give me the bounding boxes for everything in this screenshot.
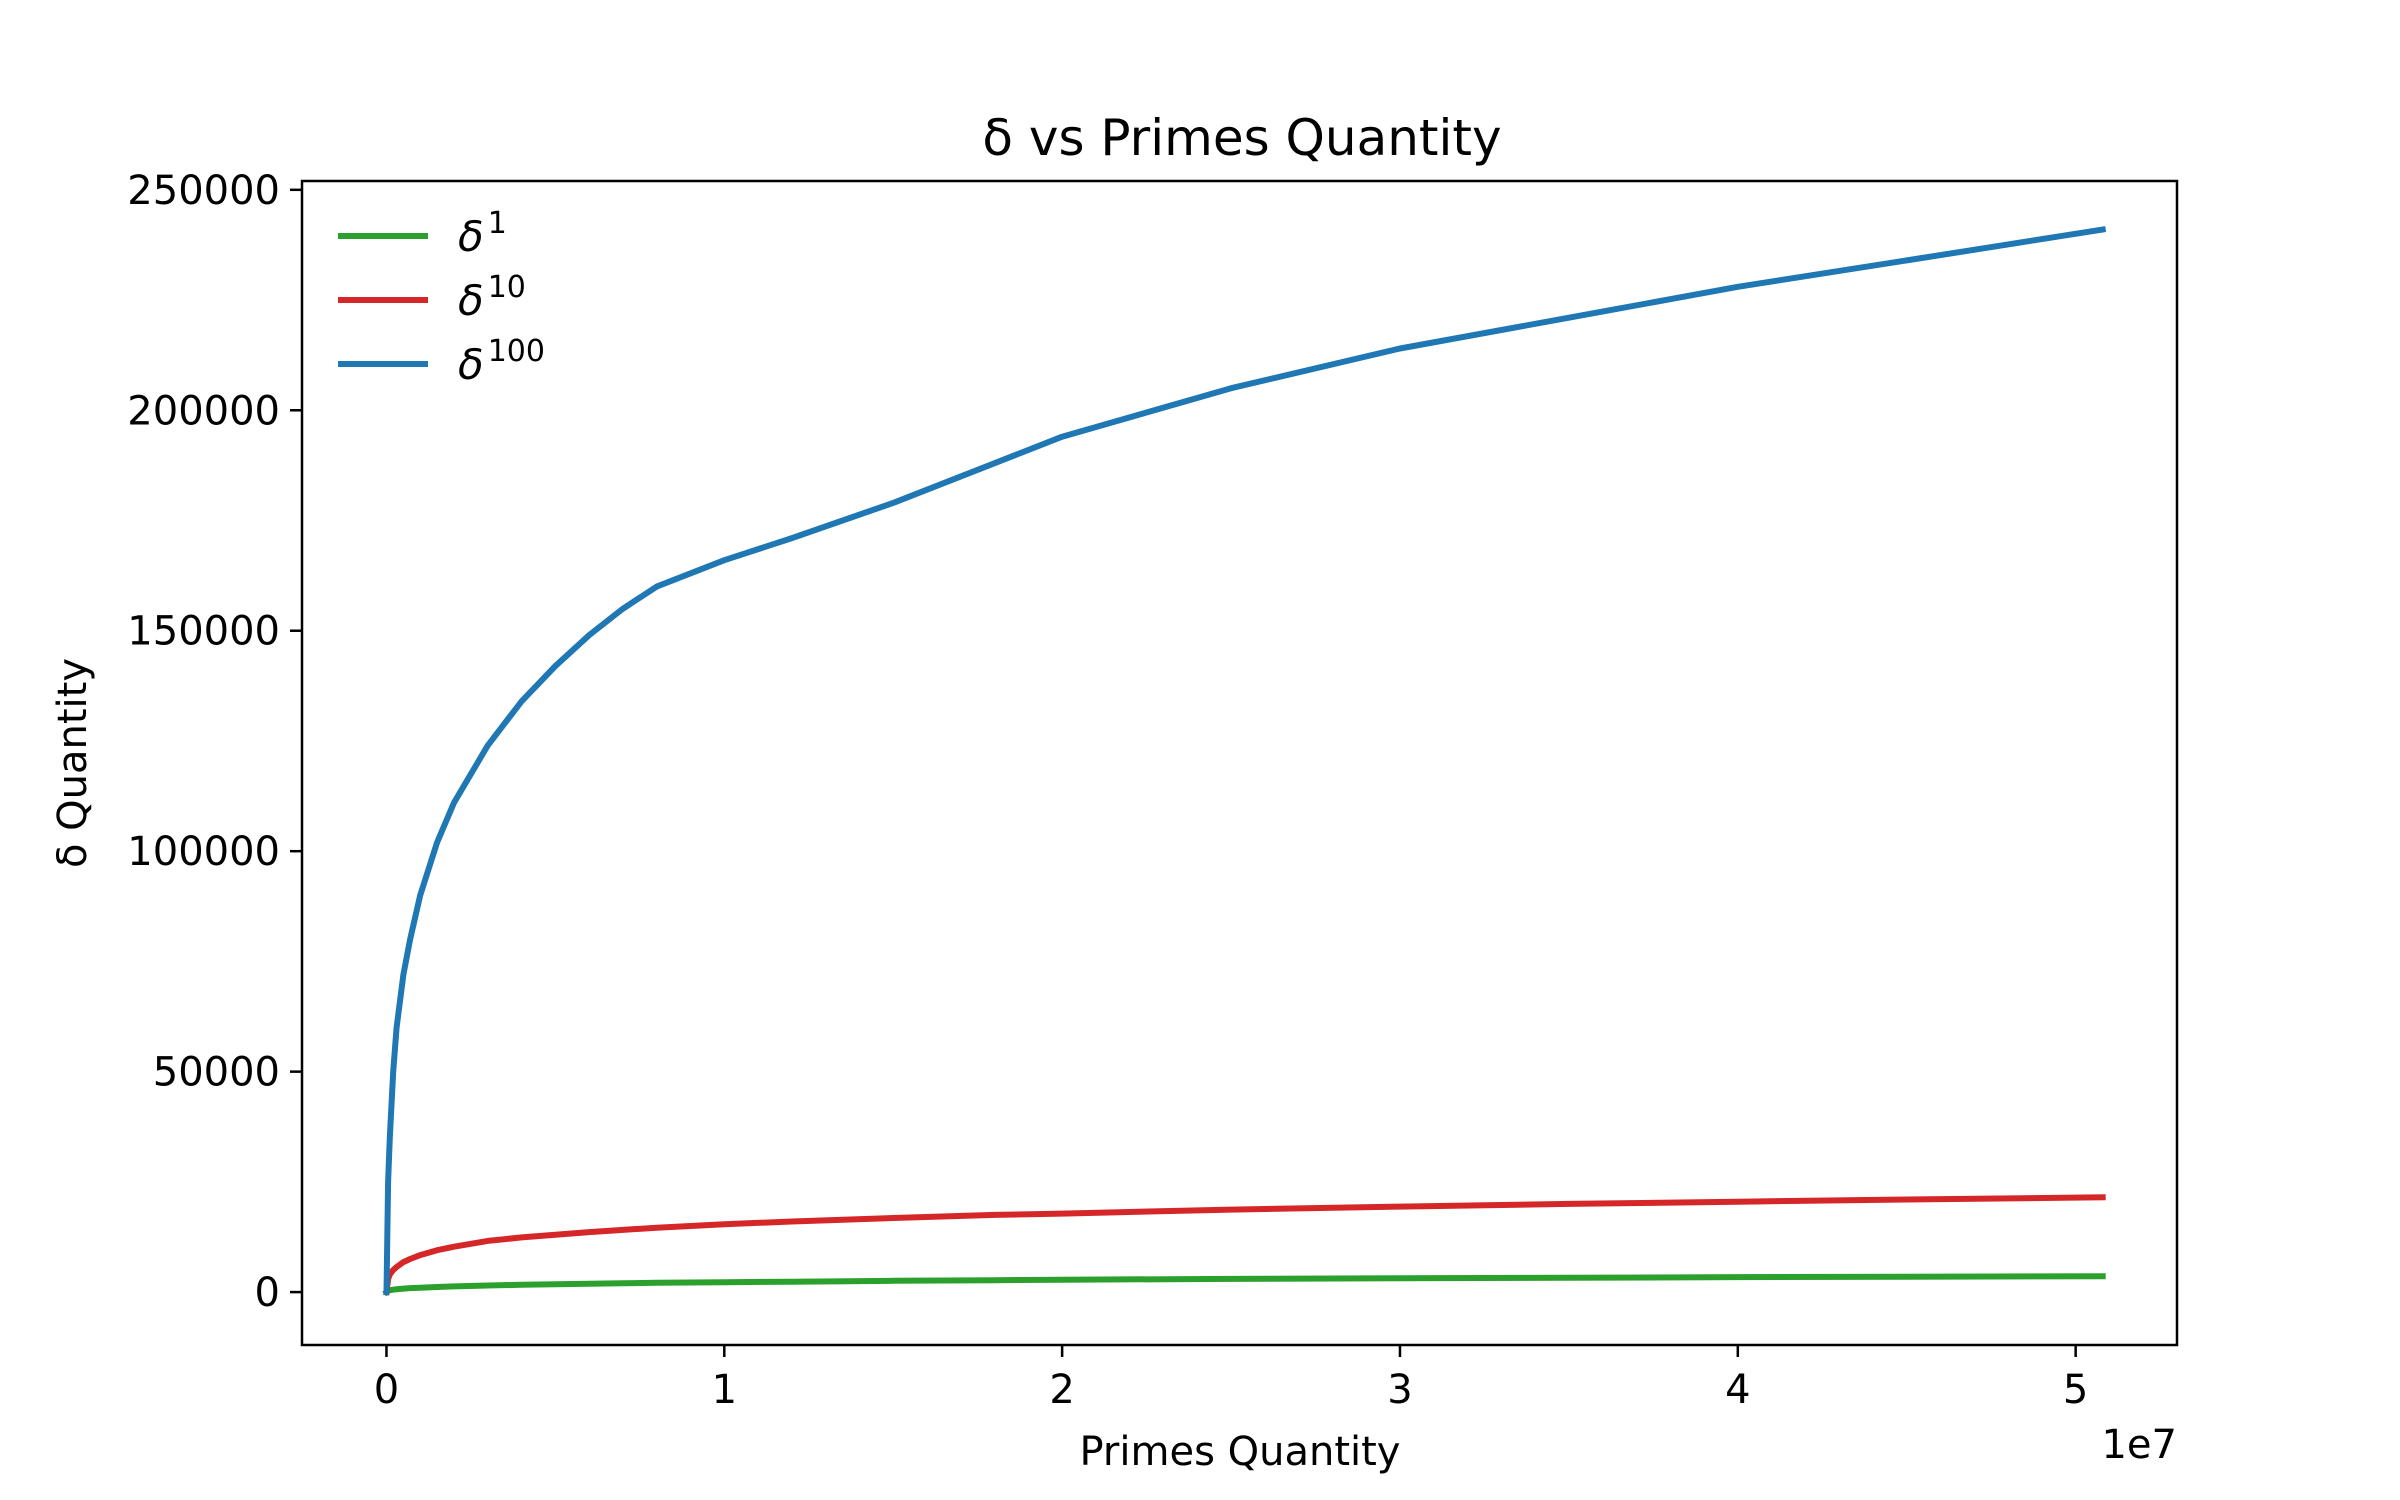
y-tick-label: 100000 [127, 829, 280, 875]
y-tick-label: 0 [255, 1270, 280, 1316]
x-tick-label: 4 [1725, 1367, 1750, 1413]
y-tick-label: 200000 [127, 388, 280, 434]
plot-area-frame [300, 179, 2179, 1347]
y-axis-ticks: 0 50000 100000 150000 200000 250000 [127, 168, 302, 1316]
y-tick-label: 250000 [127, 168, 280, 214]
x-tick-label: 1 [712, 1367, 737, 1413]
series-line-100 [383, 226, 2107, 1296]
plot-lines [382, 226, 2107, 1297]
x-tick-label: 5 [2063, 1367, 2088, 1413]
series-line-10 [383, 1194, 2106, 1296]
series-line-1 [382, 1273, 2106, 1297]
x-axis-ticks: 0 1 2 3 4 5 [374, 1345, 2088, 1413]
x-axis-label: Primes Quantity [1080, 1429, 1401, 1475]
legend-label-100: δ 100 [458, 334, 545, 389]
chart-title: δ vs Primes Quantity [982, 109, 1501, 167]
x-axis-offset-label: 1e7 [2101, 1422, 2177, 1468]
x-tick-label: 2 [1049, 1367, 1074, 1413]
legend: δ 1 δ 10 δ 100 [338, 206, 545, 389]
x-tick-label: 0 [374, 1367, 399, 1413]
y-tick-label: 150000 [127, 609, 280, 655]
y-axis-label: δ Quantity [50, 658, 96, 868]
y-tick-label: 50000 [153, 1050, 280, 1096]
legend-label-10: δ 10 [458, 270, 526, 325]
x-tick-label: 3 [1387, 1367, 1412, 1413]
